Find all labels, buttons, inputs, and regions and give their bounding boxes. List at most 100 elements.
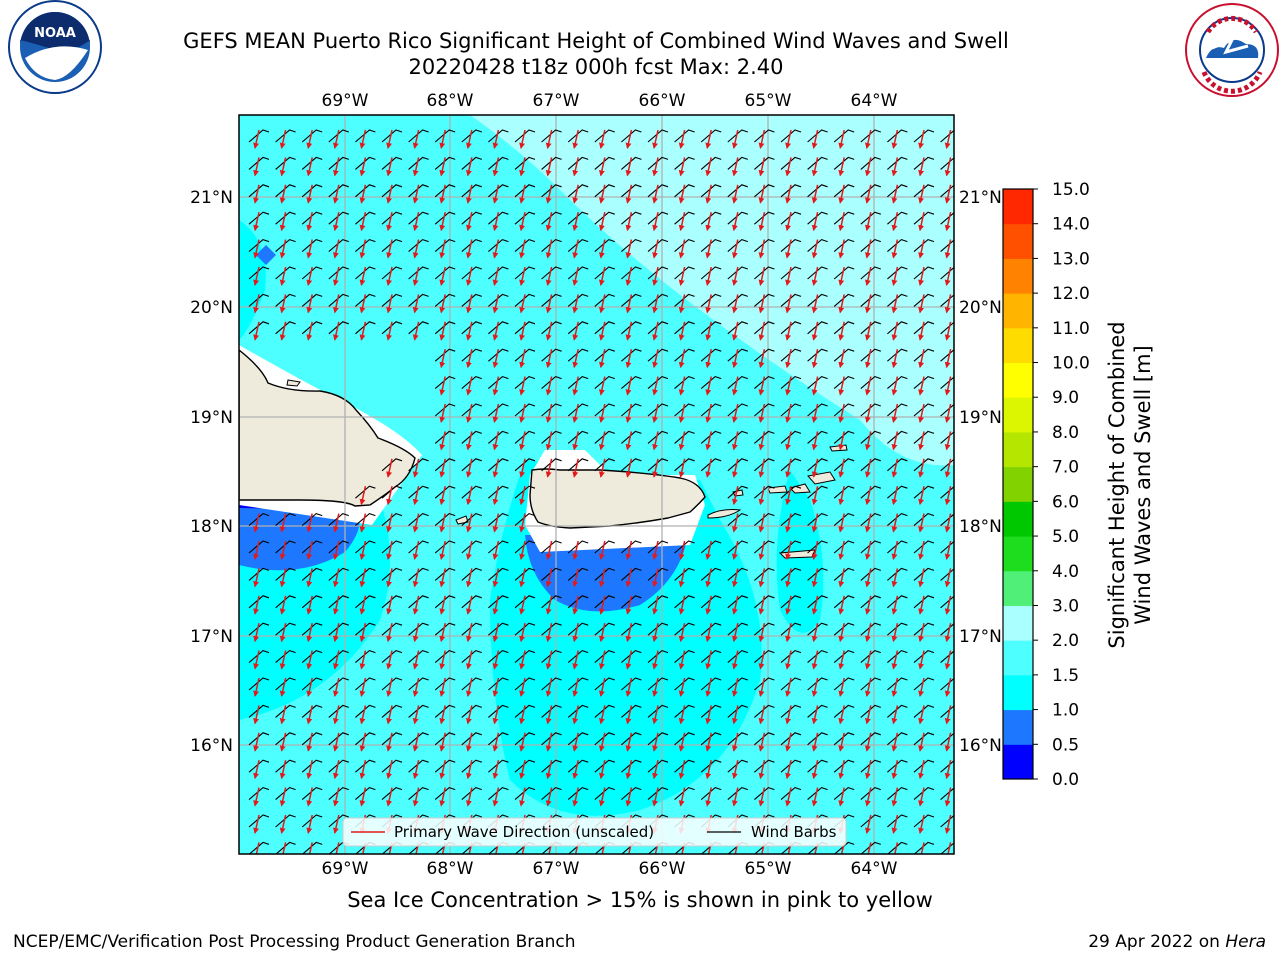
wave-direction-arrow [731, 513, 739, 533]
wave-direction-arrow [386, 321, 393, 341]
wave-direction-arrow [944, 403, 952, 423]
wave-direction-arrow [492, 760, 500, 780]
wind-barb [355, 238, 376, 253]
wave-direction-arrow [412, 540, 420, 560]
wind-barb [461, 512, 482, 527]
wind-barb [700, 649, 722, 664]
wave-direction-arrow [572, 431, 579, 451]
wave-direction-arrow [918, 513, 925, 533]
wind-barb [275, 841, 296, 854]
wind-barb [488, 129, 509, 143]
wind-barb [355, 704, 376, 718]
host-name: Hera [1225, 932, 1266, 952]
wind-barb [700, 375, 722, 390]
wave-direction-arrow [920, 842, 925, 854]
wave-direction-arrow [758, 157, 766, 177]
wind-barb [780, 156, 802, 170]
wind-barb [248, 704, 270, 718]
wind-barb [541, 430, 562, 444]
puertorico-land [529, 468, 706, 529]
wave-direction-arrow [545, 239, 553, 259]
wave-direction-arrow [652, 157, 659, 177]
wind-barb [940, 568, 954, 581]
wind-barb [355, 266, 376, 280]
wind-barb [887, 732, 908, 746]
wave-direction-arrow [253, 266, 260, 286]
wave-direction-arrow [253, 212, 260, 232]
wave-direction-arrow [439, 787, 446, 807]
wave-direction-arrow [492, 157, 500, 177]
wind-barb [940, 376, 954, 390]
wind-barb [887, 348, 908, 362]
wave-direction-arrow [386, 184, 393, 204]
wave-direction-arrow [864, 623, 872, 643]
wave-direction-arrow [678, 157, 686, 177]
wind-barb [355, 540, 376, 554]
wave-direction-arrow [306, 568, 313, 588]
wind-barb [674, 759, 695, 773]
wave-direction-arrow [758, 376, 766, 396]
wave-direction-arrow [519, 431, 526, 451]
wave-direction-arrow [465, 705, 473, 725]
wind-barb [355, 512, 376, 527]
wave-direction-arrow [253, 568, 260, 588]
wave-direction-arrow [811, 677, 819, 697]
wave-direction-arrow [811, 540, 819, 560]
wind-barb [567, 595, 589, 609]
wave-direction-arrow [838, 129, 845, 149]
wave-direction-arrow [678, 266, 686, 286]
wind-barb [807, 540, 828, 554]
wave-direction-arrow [864, 513, 872, 533]
wind-barb [674, 375, 695, 390]
wave-direction-arrow [705, 294, 712, 314]
wave-direction-arrow [545, 568, 553, 588]
lat-label: 16°N [959, 736, 1002, 756]
wind-barb [594, 649, 615, 664]
wave-direction-arrow [386, 157, 393, 177]
wave-direction-arrow [386, 239, 393, 259]
wave-direction-arrow [678, 403, 686, 423]
wave-direction-arrow [598, 568, 606, 588]
wave-direction-arrow [598, 705, 606, 725]
wave-direction-arrow [545, 212, 553, 232]
wind-barb [381, 540, 403, 554]
wind-barb [541, 540, 562, 554]
wind-barb [674, 540, 695, 554]
wind-barb [408, 512, 429, 527]
wave-direction-arrow [678, 705, 686, 725]
wind-barb [780, 704, 802, 718]
wave-direction-arrow [625, 595, 633, 615]
wave-direction-arrow [731, 458, 739, 478]
wind-barb [381, 458, 403, 472]
wind-barb [567, 184, 589, 198]
wave-direction-arrow [492, 595, 500, 615]
wave-direction-arrow [785, 266, 792, 286]
wave-direction-arrow [705, 705, 712, 725]
wind-barb [275, 786, 296, 801]
wave-direction-arrow [465, 349, 473, 369]
wave-direction-arrow [545, 431, 553, 451]
wave-direction-arrow [439, 184, 446, 204]
wind-barb [381, 512, 403, 527]
wind-barb [488, 567, 509, 581]
wave-direction-arrow [598, 787, 606, 807]
wind-barb [328, 321, 349, 335]
wind-barb [328, 649, 349, 664]
wind-barb [248, 512, 270, 527]
wind-barb [887, 540, 908, 554]
wind-barb [807, 321, 828, 335]
wave-direction-arrow [918, 540, 925, 560]
wind-barb [408, 129, 429, 143]
wind-barb [275, 266, 296, 280]
wind-barb [541, 129, 562, 143]
wind-barb [328, 759, 349, 773]
wind-barb [833, 458, 855, 472]
wind-barb [940, 458, 954, 472]
wind-barb [567, 156, 589, 170]
wind-barb [807, 677, 828, 691]
wave-direction-arrow [386, 595, 393, 615]
wave-direction-arrow [279, 677, 287, 697]
wave-direction-arrow [944, 266, 952, 286]
wave-direction-arrow [785, 184, 792, 204]
wind-barb [461, 540, 482, 554]
